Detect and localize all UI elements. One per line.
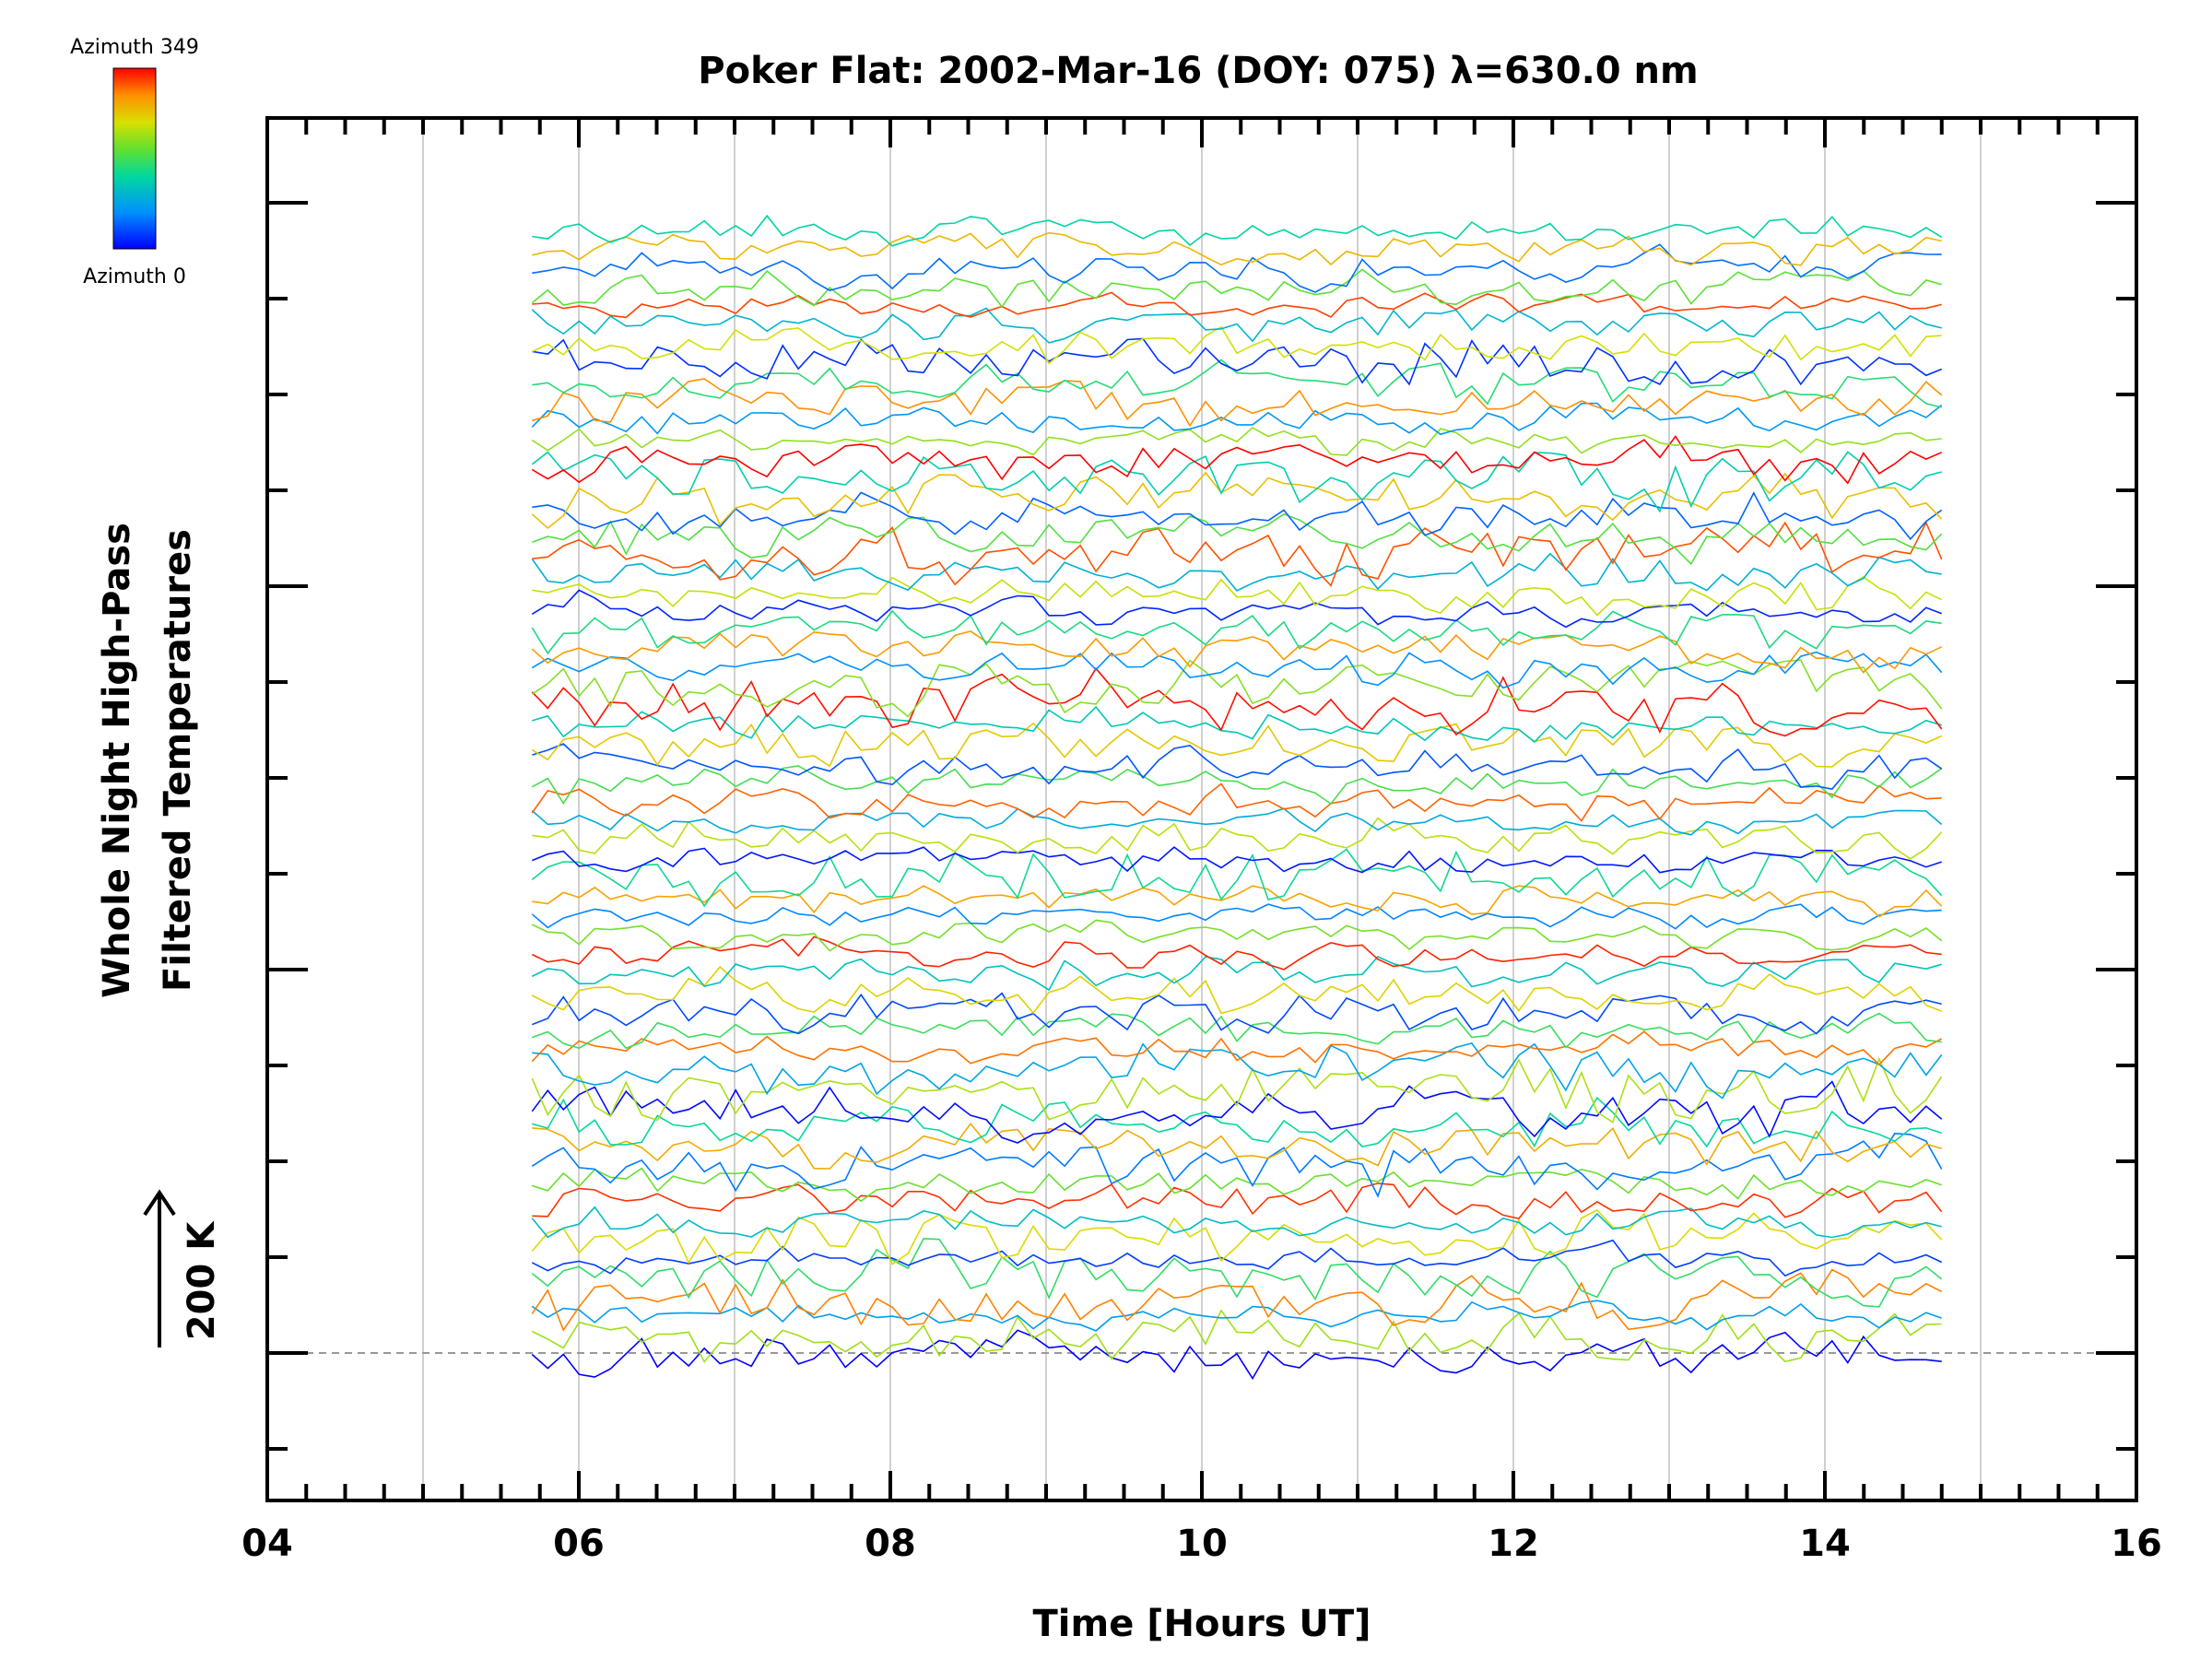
- x-tick-label: 14: [1799, 1523, 1851, 1565]
- series-line: [532, 243, 1942, 293]
- x-tick-labels: 04 06 08 10 12 14 16: [241, 1523, 2162, 1565]
- series-line: [531, 589, 1942, 629]
- series-group: [531, 214, 1943, 1381]
- series-line: [531, 666, 1943, 737]
- series-line: [531, 427, 1942, 456]
- series-line: [532, 291, 1942, 319]
- series-line: [531, 552, 1942, 592]
- x-tick-label: 12: [1488, 1523, 1539, 1565]
- series-line: [531, 1329, 1942, 1381]
- series-line: [531, 651, 1943, 689]
- chart-title: Poker Flat: 2002-Mar-16 (DOY: 075) λ=630…: [698, 50, 1698, 92]
- series-line: [531, 435, 1943, 485]
- series-line: [532, 231, 1942, 266]
- series-line: [532, 378, 1943, 428]
- series-line: [531, 471, 1943, 530]
- series-line: [531, 1238, 1943, 1308]
- colorbar-bottom-label: Azimuth 0: [83, 265, 186, 288]
- x-tick-label: 06: [553, 1523, 605, 1565]
- series-line: [531, 1206, 1942, 1239]
- colorbar: [112, 67, 157, 250]
- series-line: [531, 965, 1942, 1015]
- x-tick-label: 16: [2111, 1523, 2162, 1565]
- series-line: [531, 919, 1943, 952]
- series-line: [531, 846, 1942, 874]
- series-line: [532, 1012, 1942, 1050]
- series-line: [532, 1167, 1942, 1203]
- series-line: [532, 491, 1943, 541]
- series-line: [532, 337, 1942, 386]
- series-line: [532, 1182, 1943, 1219]
- series-line: [531, 848, 1943, 908]
- series-line: [532, 885, 1943, 918]
- x-tick-label: 10: [1176, 1523, 1228, 1565]
- series-line: [531, 630, 1943, 674]
- y-axis-label-line2: Filtered Temperatures: [157, 529, 199, 992]
- series-line: [531, 722, 1943, 768]
- scale-label: 200 K: [181, 1220, 223, 1340]
- series-line: [531, 307, 1942, 344]
- series-line: [531, 451, 1942, 513]
- y-axis-label-line1: Whole Night High-Pass: [96, 523, 138, 998]
- series-line: [532, 1123, 1942, 1170]
- series-line: [531, 1309, 1942, 1363]
- axis-ticks: [265, 118, 2138, 1500]
- series-line: [532, 817, 1943, 860]
- series-line: [532, 1096, 1942, 1148]
- series-line: [532, 743, 1943, 790]
- series-line: [531, 609, 1942, 655]
- series-line: [532, 512, 1943, 566]
- series-line: [531, 903, 1942, 930]
- series-line: [531, 1239, 1943, 1277]
- series-line: [531, 1030, 1943, 1066]
- series-line: [532, 992, 1942, 1035]
- series-line: [531, 935, 1942, 971]
- series-line: [532, 1041, 1943, 1100]
- series-line: [532, 359, 1942, 408]
- x-tick-label: 04: [241, 1523, 293, 1565]
- series-line: [531, 659, 1943, 718]
- series-line: [532, 705, 1942, 744]
- series-line: [532, 214, 1943, 247]
- series-line: [532, 576, 1943, 617]
- series-line: [531, 1132, 1943, 1198]
- series-line: [531, 268, 1942, 309]
- series-line: [531, 765, 1943, 806]
- series-line: [531, 956, 1942, 992]
- x-tick-label: 08: [865, 1523, 916, 1565]
- colorbar-top-label: Azimuth 349: [70, 36, 199, 59]
- series-line: [531, 782, 1942, 822]
- x-axis-label: Time [Hours UT]: [1033, 1603, 1371, 1645]
- series-line: [531, 1080, 1943, 1144]
- series-line: [531, 402, 1943, 436]
- series-line: [531, 325, 1942, 365]
- scale-arrow: [143, 1189, 176, 1347]
- series-line: [531, 807, 1943, 836]
- series-line: [531, 1209, 1943, 1265]
- series-line: [531, 1268, 1943, 1332]
- series-line: [532, 521, 1943, 587]
